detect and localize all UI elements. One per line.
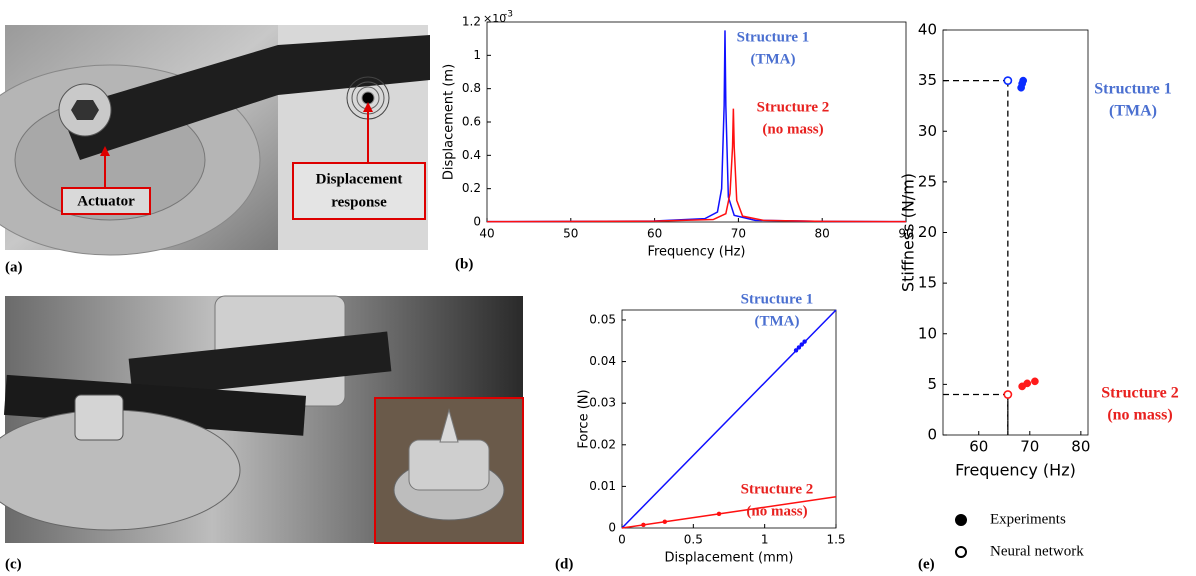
y-tick-label: 0.03 bbox=[589, 396, 616, 410]
y-tick-label: 35 bbox=[918, 71, 937, 89]
y-axis-label: Stiffness (N/m) bbox=[899, 173, 918, 292]
y-exponent: -3 bbox=[504, 10, 513, 20]
x-axis-label: Frequency (Hz) bbox=[955, 461, 1076, 480]
x-tick-label: 80 bbox=[815, 227, 830, 241]
y-axis-label: Displacement (m) bbox=[442, 64, 457, 180]
y-axis-label: Force (N) bbox=[577, 389, 592, 448]
x-tick-label: 1.5 bbox=[826, 533, 845, 547]
x-tick-label: 80 bbox=[1071, 438, 1090, 456]
point bbox=[799, 342, 805, 347]
x-tick-label: 60 bbox=[647, 227, 662, 241]
point bbox=[1031, 377, 1039, 386]
series-line bbox=[621, 496, 837, 529]
x-tick-label: 1 bbox=[761, 533, 769, 547]
plot-frame bbox=[486, 21, 907, 223]
y-tick-label: 0.8 bbox=[462, 81, 481, 95]
y-tick-label: 1.2 bbox=[462, 15, 481, 29]
photo-label: response bbox=[331, 194, 387, 210]
point bbox=[1023, 379, 1032, 388]
point bbox=[662, 519, 668, 525]
series-annotation: (TMA) bbox=[755, 313, 800, 329]
point bbox=[1003, 76, 1013, 86]
photo-a bbox=[0, 25, 278, 256]
label-box bbox=[61, 187, 151, 215]
series-annotation: Structure 1 bbox=[1094, 81, 1171, 98]
series-annotation: Structure 2 bbox=[757, 99, 830, 115]
series-annotation: Structure 1 bbox=[737, 29, 810, 45]
legend-marker bbox=[955, 514, 967, 526]
series-annotation: (TMA) bbox=[751, 51, 796, 67]
y-tick-label: 0 bbox=[927, 426, 937, 444]
plot-frame bbox=[942, 29, 1089, 436]
arrowhead bbox=[100, 146, 110, 156]
point bbox=[796, 345, 802, 350]
panel-label: (d) bbox=[555, 556, 573, 572]
x-axis-label: Frequency (Hz) bbox=[647, 245, 745, 260]
y-tick-label: 0 bbox=[473, 215, 481, 229]
x-tick-label: 50 bbox=[563, 227, 578, 241]
series-line bbox=[486, 108, 907, 223]
series-line bbox=[486, 30, 907, 223]
series-annotation: (TMA) bbox=[1109, 103, 1157, 120]
point bbox=[802, 339, 807, 344]
legend-label: Neural network bbox=[990, 543, 1084, 559]
point bbox=[716, 511, 722, 517]
x-tick-label: 60 bbox=[969, 438, 988, 456]
y-tick-label: 30 bbox=[918, 122, 937, 140]
series-annotation: Structure 1 bbox=[741, 291, 814, 307]
y-tick-label: 10 bbox=[918, 324, 937, 342]
y-tick-label: 0.2 bbox=[462, 181, 481, 195]
series-annotation: (no mass) bbox=[762, 121, 823, 137]
label-box bbox=[292, 162, 426, 220]
x-tick-label: 0 bbox=[618, 533, 626, 547]
photo-label: Actuator bbox=[77, 193, 135, 209]
photo-c bbox=[0, 295, 524, 544]
series-annotation: Structure 2 bbox=[1101, 385, 1178, 402]
y-tick-label: 5 bbox=[927, 375, 937, 393]
y-tick-label: 15 bbox=[918, 274, 937, 292]
point bbox=[641, 522, 646, 528]
photo-label: Displacement bbox=[316, 171, 403, 187]
x-axis-label: Displacement (mm) bbox=[665, 551, 794, 566]
y-tick-label: 0 bbox=[608, 521, 616, 535]
point bbox=[1003, 390, 1013, 399]
y-tick-label: 0.04 bbox=[589, 354, 616, 368]
point bbox=[793, 348, 799, 353]
arrowhead bbox=[363, 102, 373, 112]
x-tick-label: 70 bbox=[1020, 438, 1039, 456]
series-annotation: Structure 2 bbox=[741, 481, 814, 497]
panel-label: (a) bbox=[5, 259, 23, 275]
legend-marker bbox=[955, 546, 967, 558]
y-tick-label: 0.05 bbox=[589, 312, 616, 326]
y-tick-label: 0.4 bbox=[462, 148, 481, 162]
panel-label: (c) bbox=[5, 556, 22, 572]
series-annotation: (no mass) bbox=[746, 503, 807, 519]
legend-label: Experiments bbox=[990, 511, 1066, 527]
x-tick-label: 40 bbox=[479, 227, 494, 241]
y-tick-label: 25 bbox=[918, 172, 937, 190]
y-tick-label: 0.6 bbox=[462, 115, 481, 129]
y-tick-label: 0.02 bbox=[589, 437, 616, 451]
y-tick-label: 40 bbox=[918, 21, 937, 39]
point bbox=[1019, 76, 1028, 85]
x-tick-label: 90 bbox=[898, 227, 913, 241]
y-tick-label: 20 bbox=[918, 223, 937, 241]
panel-label: (b) bbox=[455, 256, 473, 272]
x-tick-label: 70 bbox=[731, 227, 746, 241]
series-annotation: (no mass) bbox=[1107, 407, 1172, 424]
panel-label: (e) bbox=[918, 556, 935, 572]
y-tick-label: 1 bbox=[473, 48, 481, 62]
x-tick-label: 0.5 bbox=[684, 533, 703, 547]
y-exponent: ×10 bbox=[483, 12, 506, 25]
y-tick-label: 0.01 bbox=[589, 479, 616, 493]
